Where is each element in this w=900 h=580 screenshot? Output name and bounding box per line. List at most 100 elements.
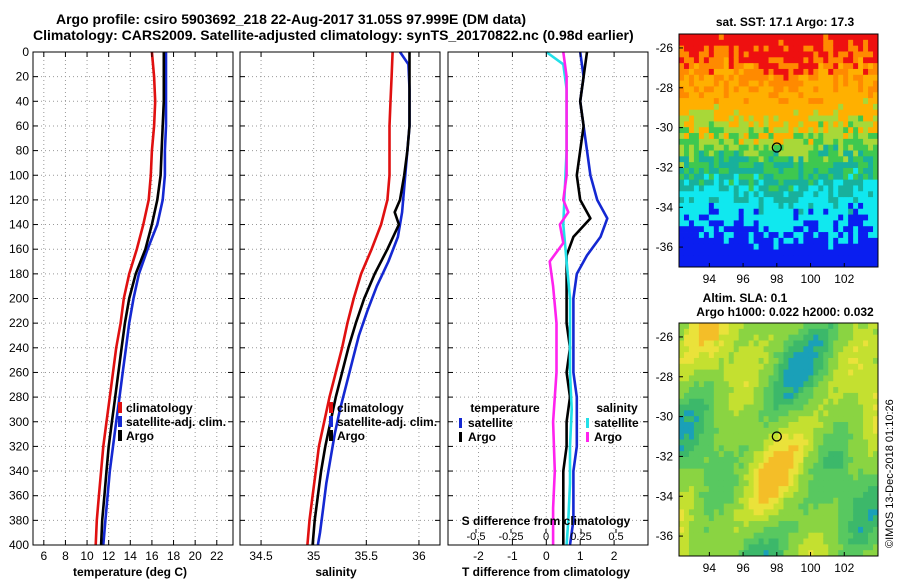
y-tick-label: 120 [9, 193, 29, 207]
map-cell [808, 57, 814, 64]
map-cell [753, 34, 760, 41]
map-cell [679, 468, 685, 475]
map-cell [688, 375, 695, 382]
map-cell [698, 387, 705, 394]
map-cell [743, 462, 750, 470]
map-cell [768, 57, 774, 64]
map-cell [853, 532, 859, 539]
map-cell [778, 226, 784, 233]
map-cell [679, 39, 685, 47]
map-cell [718, 255, 725, 262]
map-cell [708, 109, 715, 116]
map-cell [823, 232, 829, 239]
map-cell [753, 57, 760, 64]
map-cell [788, 138, 794, 146]
map-cell [713, 127, 720, 134]
map-cell [713, 98, 720, 105]
map-cell [798, 249, 804, 256]
map-cell [843, 63, 849, 70]
map-cell [693, 445, 700, 452]
map-cell [718, 92, 725, 99]
map-cell [703, 439, 710, 446]
map-cell [728, 328, 735, 336]
map-cell [858, 202, 864, 210]
map-cell [858, 156, 864, 163]
map-cell [808, 232, 814, 239]
map-cell [843, 410, 849, 417]
map-cell [758, 220, 764, 227]
map-cell [708, 226, 715, 233]
map-cell [783, 503, 789, 510]
map-cell [803, 197, 809, 204]
map-cell [738, 92, 745, 99]
y-tick-label: 340 [9, 464, 29, 478]
map-cell [679, 226, 685, 233]
map-cell [748, 416, 755, 423]
x-tick-label: 18 [167, 549, 181, 563]
map-cell [818, 191, 824, 198]
map-cell [838, 427, 844, 435]
map-cell [818, 226, 824, 233]
map-cell [743, 92, 750, 99]
map-cell [863, 144, 869, 151]
map-cell [679, 375, 685, 382]
map-cell [733, 185, 740, 192]
map-cell [763, 261, 769, 268]
map-cell [853, 328, 859, 336]
map-cell [838, 521, 844, 528]
map-cell [773, 179, 779, 186]
map-cell [679, 486, 685, 493]
map-cell [813, 173, 819, 181]
map-cell [698, 150, 705, 157]
map-cell [679, 156, 685, 163]
map-cell [723, 491, 730, 499]
map-cell [738, 243, 745, 250]
map-cell [843, 445, 849, 452]
map-cell [838, 167, 844, 175]
map-cell [813, 538, 819, 545]
map-cell [733, 486, 740, 493]
map-cell [688, 352, 695, 359]
map-cell [773, 173, 779, 181]
map-cell [843, 486, 849, 493]
map-cell [843, 156, 849, 163]
map-cell [748, 334, 755, 341]
map-cell [803, 480, 809, 487]
map-cell [763, 550, 769, 557]
map-cell [738, 121, 745, 128]
map-cell [838, 220, 844, 227]
map-cell [843, 74, 849, 82]
map-cell [748, 197, 755, 204]
map-cell [848, 352, 854, 359]
map-cell [768, 462, 774, 470]
map-cell [848, 197, 854, 204]
map-cell [703, 480, 710, 487]
map-cell [768, 387, 774, 394]
map-cell [718, 138, 725, 146]
map-cell [858, 86, 864, 93]
map-cell [773, 544, 779, 551]
map-cell [848, 439, 854, 446]
map-cell [698, 474, 705, 481]
map-cell [828, 387, 834, 394]
map-cell [773, 68, 779, 76]
map-cell [868, 497, 874, 504]
map-cell [743, 456, 750, 464]
map-cell [718, 387, 725, 394]
map-cell [708, 334, 715, 341]
map-cell [763, 197, 769, 204]
map-cell [758, 515, 764, 522]
map-cell [798, 98, 804, 105]
map-cell [793, 173, 799, 181]
map-cell [873, 138, 879, 146]
map-cell [743, 86, 750, 93]
map-cell [773, 538, 779, 545]
x-tick-label: 20 [188, 549, 202, 563]
map-cell [833, 334, 839, 341]
map-cell [853, 45, 859, 52]
map-cell [723, 503, 730, 510]
map-cell [718, 404, 725, 411]
map-cell [813, 98, 819, 105]
map-cell [783, 363, 789, 370]
map-cell [748, 433, 755, 440]
